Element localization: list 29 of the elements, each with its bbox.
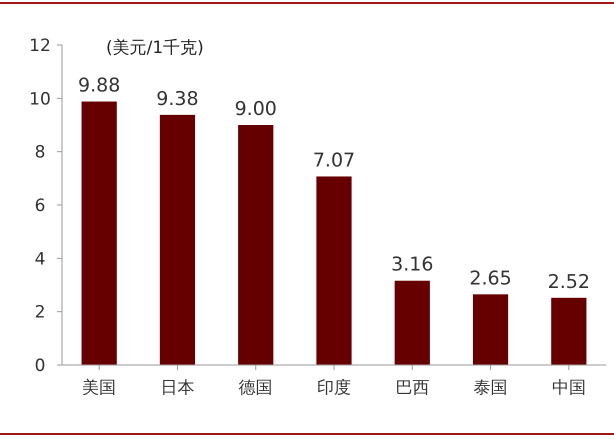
data-label: 2.65 — [469, 267, 512, 290]
bar — [472, 294, 508, 365]
y-tick-label: 12 — [29, 36, 51, 56]
data-label: 9.00 — [234, 98, 277, 120]
x-tick-label: 巴西 — [395, 378, 430, 398]
data-label: 9.38 — [156, 88, 199, 110]
y-tick-label: 8 — [34, 142, 46, 163]
data-label: 2.52 — [548, 270, 590, 293]
data-label: 7.07 — [312, 149, 356, 172]
bar — [160, 114, 196, 365]
bar — [82, 102, 117, 365]
y-tick-label: 4 — [34, 249, 46, 270]
bar — [316, 176, 352, 365]
x-tick-label: 日本 — [160, 378, 194, 398]
y-tick-label: 2 — [34, 302, 46, 323]
x-tick-label: 德国 — [238, 378, 273, 398]
y-tick-label: 6 — [34, 196, 46, 216]
x-tick-label: 美国 — [82, 378, 116, 398]
bar — [551, 298, 586, 365]
bar — [238, 125, 274, 365]
data-label: 9.88 — [78, 74, 120, 97]
x-tick-label: 中国 — [552, 378, 586, 398]
data-label: 3.16 — [391, 254, 434, 276]
y-tick-label: 0 — [34, 356, 46, 376]
x-tick-label: 印度 — [317, 378, 351, 398]
x-tick-label: 泰国 — [474, 378, 508, 398]
y-axis-title: (美元/1千克) — [106, 38, 204, 58]
bar — [394, 280, 430, 365]
y-tick-label: 10 — [29, 89, 51, 110]
